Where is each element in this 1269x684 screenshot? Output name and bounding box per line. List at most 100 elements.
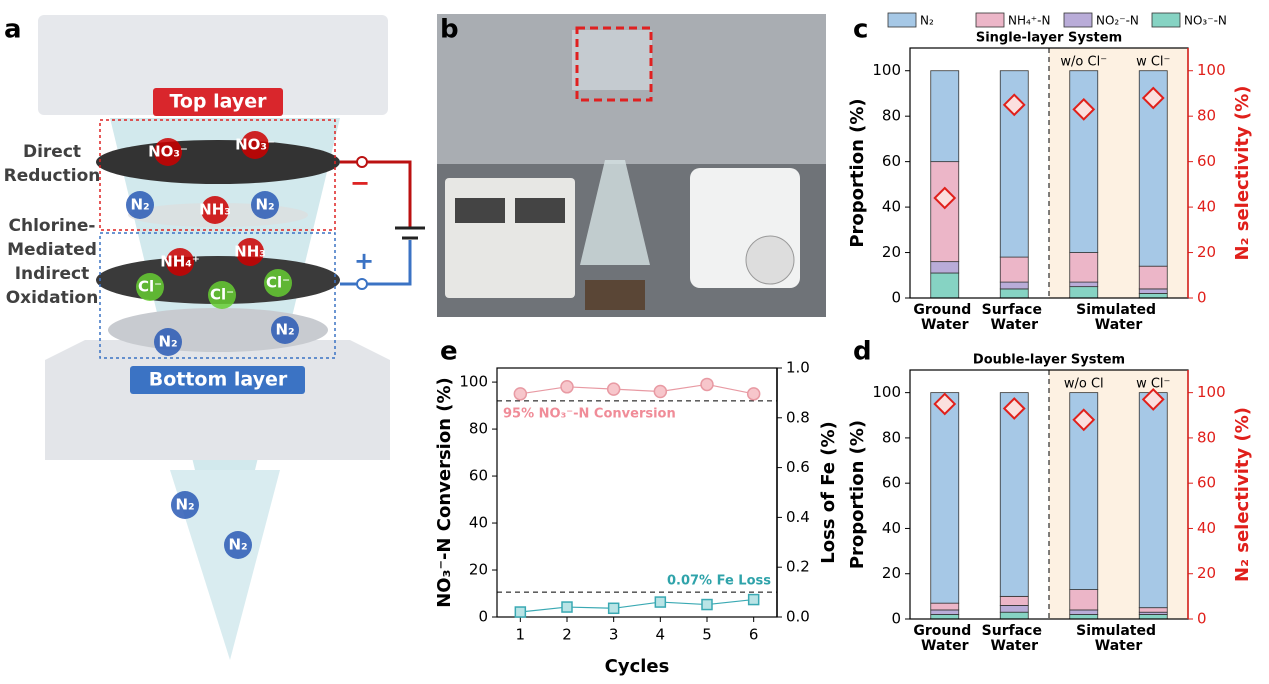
selectivity-marker (1072, 97, 1096, 121)
bar-segment (1069, 614, 1099, 620)
x-tick-label: 5 (702, 626, 712, 644)
y-tick-label: 0 (891, 289, 901, 307)
y2-axis-title: N₂ selectivity (%) (1232, 407, 1253, 582)
bar-segment (1069, 286, 1099, 299)
bar-segment (999, 288, 1029, 299)
cathode-disc (96, 140, 340, 184)
point (513, 387, 528, 401)
molecule (166, 248, 194, 276)
flow-out (170, 470, 280, 660)
y2-tick-label: 0.8 (786, 408, 810, 426)
y2-tick-label: 0.2 (786, 558, 810, 576)
series-line (520, 383, 754, 395)
bar-segment (1069, 609, 1099, 615)
point (514, 606, 527, 618)
molecule (171, 491, 199, 519)
point (560, 380, 574, 394)
x-tick-label: 6 (749, 626, 759, 644)
x-tick-label: Surface Water (982, 623, 1047, 654)
y2-tick-label: 40 (1197, 519, 1216, 537)
cell-highlight (575, 26, 653, 102)
molecule (224, 531, 252, 559)
legend-swatch (1063, 12, 1093, 28)
terminal (356, 278, 368, 290)
legend-label: NH₄⁺-N (1008, 14, 1050, 28)
annotation: w Cl⁻ (1136, 55, 1170, 70)
species-label: Cl⁻ (266, 274, 290, 292)
y2-axis-title: Loss of Fe (%) (818, 421, 839, 564)
panel-label: e (440, 337, 458, 367)
molecule (208, 281, 236, 309)
y-tick-label: 60 (469, 467, 488, 485)
selectivity-marker (933, 186, 957, 210)
x-tick-label: Surface Water (982, 302, 1047, 333)
point (746, 387, 761, 401)
molecule (236, 238, 264, 266)
annotation: w/o Cl⁻ (1060, 55, 1107, 70)
panel-label: d (853, 337, 872, 367)
molecule (241, 131, 269, 159)
x-tick-label: Ground Water (913, 302, 976, 333)
y-tick-label: 0 (891, 610, 901, 628)
legend-swatch (887, 12, 917, 28)
bar-segment (930, 272, 960, 299)
top-layer-badge (153, 88, 283, 116)
y-tick-label: 60 (882, 474, 901, 492)
stand (585, 280, 645, 310)
species-label: NO₃⁻ (148, 143, 188, 161)
y2-tick-label: 60 (1197, 474, 1216, 492)
point (653, 384, 668, 399)
bar-segment (1138, 392, 1168, 609)
group-label: Simulated Water (1076, 623, 1161, 654)
terminal (356, 156, 368, 168)
panel-label: c (853, 15, 868, 45)
bar-segment (1138, 614, 1168, 620)
bottom-layer-badge (130, 366, 305, 394)
y2-tick-label: 100 (1197, 61, 1226, 79)
molecule (264, 269, 292, 297)
panel-label: a (4, 15, 22, 45)
section-label: Indirect (15, 264, 90, 284)
y2-tick-label: 0 (1197, 289, 1207, 307)
bar-segment (1138, 288, 1168, 294)
species-label: N₂ (130, 196, 149, 214)
selectivity-marker (933, 392, 957, 416)
molecule (201, 196, 229, 224)
section-label: Reduction (4, 166, 101, 186)
bar-segment (999, 611, 1029, 620)
x-tick-label: 2 (562, 626, 572, 644)
annotation: w Cl⁻ (1136, 377, 1170, 392)
species-label: Cl⁻ (210, 286, 234, 304)
bar-segment (1138, 265, 1168, 290)
cell (572, 30, 652, 90)
selectivity-marker (1141, 388, 1165, 411)
molecule (126, 191, 154, 219)
selectivity-marker (1141, 86, 1165, 110)
bar-segment (930, 614, 960, 620)
reference-label: 95% NO₃⁻-N Conversion (503, 406, 676, 421)
polarity: − (350, 169, 370, 197)
y2-tick-label: 0 (1197, 610, 1207, 628)
wire-pos (340, 240, 412, 286)
bar-segment (999, 595, 1029, 606)
y2-tick-label: 20 (1197, 243, 1216, 261)
polarity: + (354, 247, 374, 275)
bar-segment (930, 161, 960, 263)
y-tick-label: 40 (882, 519, 901, 537)
bar-segment (999, 605, 1029, 613)
selectivity-marker (1072, 408, 1096, 432)
species-label: NH₄⁺ (160, 253, 200, 271)
bar-segment (999, 281, 1029, 290)
selectivity-marker (1002, 93, 1026, 117)
y-tick-label: 80 (882, 428, 901, 446)
legend-swatch (1151, 12, 1181, 28)
legend-label: NO₂⁻-N (1096, 14, 1139, 28)
bar-segment (930, 609, 960, 615)
top-block (38, 15, 388, 115)
legend-swatch (975, 12, 1005, 28)
y-axis-title: Proportion (%) (847, 420, 868, 569)
chart-title: Double-layer System (973, 353, 1125, 368)
power-supply (445, 178, 575, 298)
y-axis-title: NO₃⁻-N Conversion (%) (434, 377, 455, 608)
